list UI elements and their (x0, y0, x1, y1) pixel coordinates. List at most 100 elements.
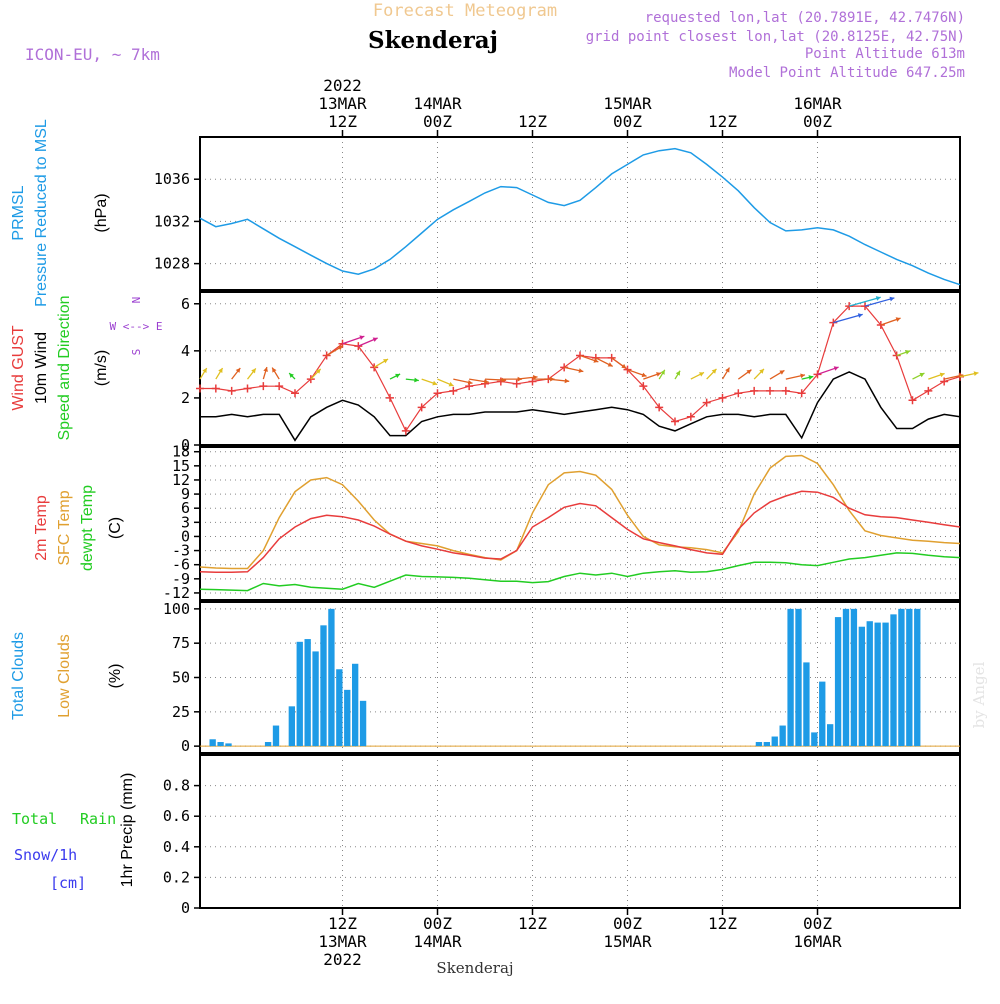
time-tick-label: 15MAR (603, 932, 652, 951)
wind-arrow-head (395, 373, 401, 379)
wind-arrow-head (235, 367, 241, 373)
gust-markers (196, 302, 964, 435)
cloud-bar (898, 608, 905, 747)
wind-arrow-head (289, 373, 294, 378)
cloud-bar (834, 617, 842, 747)
wind-arrow-head (779, 370, 785, 375)
time-tick-label: 16MAR (793, 932, 842, 951)
cloud-bar (328, 608, 335, 747)
clouds-axes: 0 25 50 75 100 (163, 600, 961, 755)
temperature-ytick-label: -9 (172, 570, 190, 588)
clouds-ytick-label: 0 (181, 737, 190, 755)
rain-label: Rain (80, 810, 116, 828)
temperature-ytick-label: -6 (172, 556, 190, 574)
temperature-ytick-label: 0 (181, 527, 190, 545)
wind-arrow-head (641, 372, 647, 378)
low-clouds-label: Low Clouds (56, 634, 73, 718)
dewpt-temp-line (199, 552, 961, 592)
wind-arrow-head (675, 370, 681, 376)
wind-arrow-head (218, 368, 223, 374)
time-tick-label: 00Z (613, 112, 642, 131)
cloud-bar (352, 663, 359, 747)
wind-arrow-head (857, 313, 863, 318)
wind-arrow-head (202, 368, 207, 374)
gust-marker (924, 386, 933, 395)
cloud-bar (914, 608, 921, 747)
precip-ytick-label: 0.4 (163, 838, 190, 856)
wind-arrow-head (593, 358, 599, 363)
gust-marker (401, 426, 410, 435)
cloud-bar (336, 669, 343, 747)
wind-gust-label: Wind GUST (10, 325, 27, 411)
gust-marker (639, 382, 648, 391)
pressure-panel: PRMSL Pressure Reduced to MSL (hPa) (10, 119, 110, 307)
gust-marker (655, 403, 664, 412)
cloud-bar (850, 608, 858, 747)
cloud-bar (312, 651, 319, 747)
wind-arrow-head (958, 373, 964, 379)
gust-marker (829, 318, 838, 327)
time-tick-label: 12Z (518, 914, 547, 933)
wind-arrow-head (833, 366, 839, 371)
cloud-bar (882, 622, 889, 747)
cloud-bar (874, 622, 881, 747)
clouds-ytick-label: 50 (172, 669, 190, 687)
gust-marker (750, 386, 759, 395)
cloud-bar (811, 732, 818, 747)
cloud-bar (272, 725, 280, 747)
precip-panel: Total Rain Snow/1h [cm] 1hr Precip (mm) (12, 773, 136, 892)
point-altitude: Point Altitude 613m (805, 46, 965, 62)
precip-ytick-label: 0.8 (163, 777, 190, 795)
gust-marker (718, 393, 727, 402)
model-point-altitude: Model Point Altitude 647.25m (729, 65, 965, 81)
requested-coords: requested lon,lat (20.7891E, 42.7476N) (645, 10, 965, 26)
wind-axes: 0 2 4 6 (181, 291, 961, 454)
wind-unit: (m/s) (93, 350, 110, 386)
cloud-bar (906, 608, 913, 747)
wind-arrow-head (895, 317, 901, 322)
wind-arrow-head (607, 362, 613, 367)
time-tick-label: 00Z (803, 914, 832, 933)
gust-marker (876, 320, 885, 329)
wind-frame (199, 291, 961, 446)
time-tick-label: 00Z (803, 112, 832, 131)
cloud-bar (842, 608, 850, 747)
total-clouds-label: Total Clouds (10, 632, 27, 720)
wind-arrow-head (414, 377, 419, 383)
temperature-ytick-label: 15 (172, 457, 190, 475)
wind-arrow-head (905, 350, 911, 355)
wind-arrow-head (448, 381, 454, 387)
time-tick-label: 00Z (423, 914, 452, 933)
figure-suptitle: Forecast Meteogram (373, 1, 557, 21)
clouds-ytick-label: 100 (163, 600, 190, 618)
gust-marker (227, 386, 236, 395)
cloud-bar (763, 742, 770, 747)
sfc-temp-line (199, 454, 961, 570)
time-tick-label: 12Z (328, 914, 357, 933)
pressure-unit: (hPa) (93, 193, 110, 232)
precip-axis-label: 1hr Precip (mm) (119, 773, 136, 888)
cloud-bar (795, 608, 802, 747)
pressure-frame (199, 136, 961, 291)
cloud-bar (264, 742, 272, 747)
wind-arrow-head (251, 368, 256, 374)
time-tick-label: 13MAR (318, 932, 367, 951)
compass-north: N (130, 297, 143, 304)
compass-south: S (130, 349, 143, 356)
time-tick-label: 12Z (518, 112, 547, 131)
cloud-bar (296, 641, 303, 747)
temperature-ytick-label: -12 (163, 584, 190, 602)
cloud-bar (755, 742, 763, 747)
gust-marker (243, 384, 252, 393)
pressure-ytick-label: 1036 (154, 170, 190, 188)
temperature-ytick-label: 6 (181, 499, 190, 517)
wind-arrow-head (484, 379, 489, 384)
temp-2m-line (199, 490, 961, 573)
model-label: ICON-EU, ~ 7km (25, 45, 160, 64)
cloud-bar (225, 743, 232, 747)
wind-arrow-head (746, 369, 752, 375)
wind-ytick-label: 2 (181, 389, 190, 407)
